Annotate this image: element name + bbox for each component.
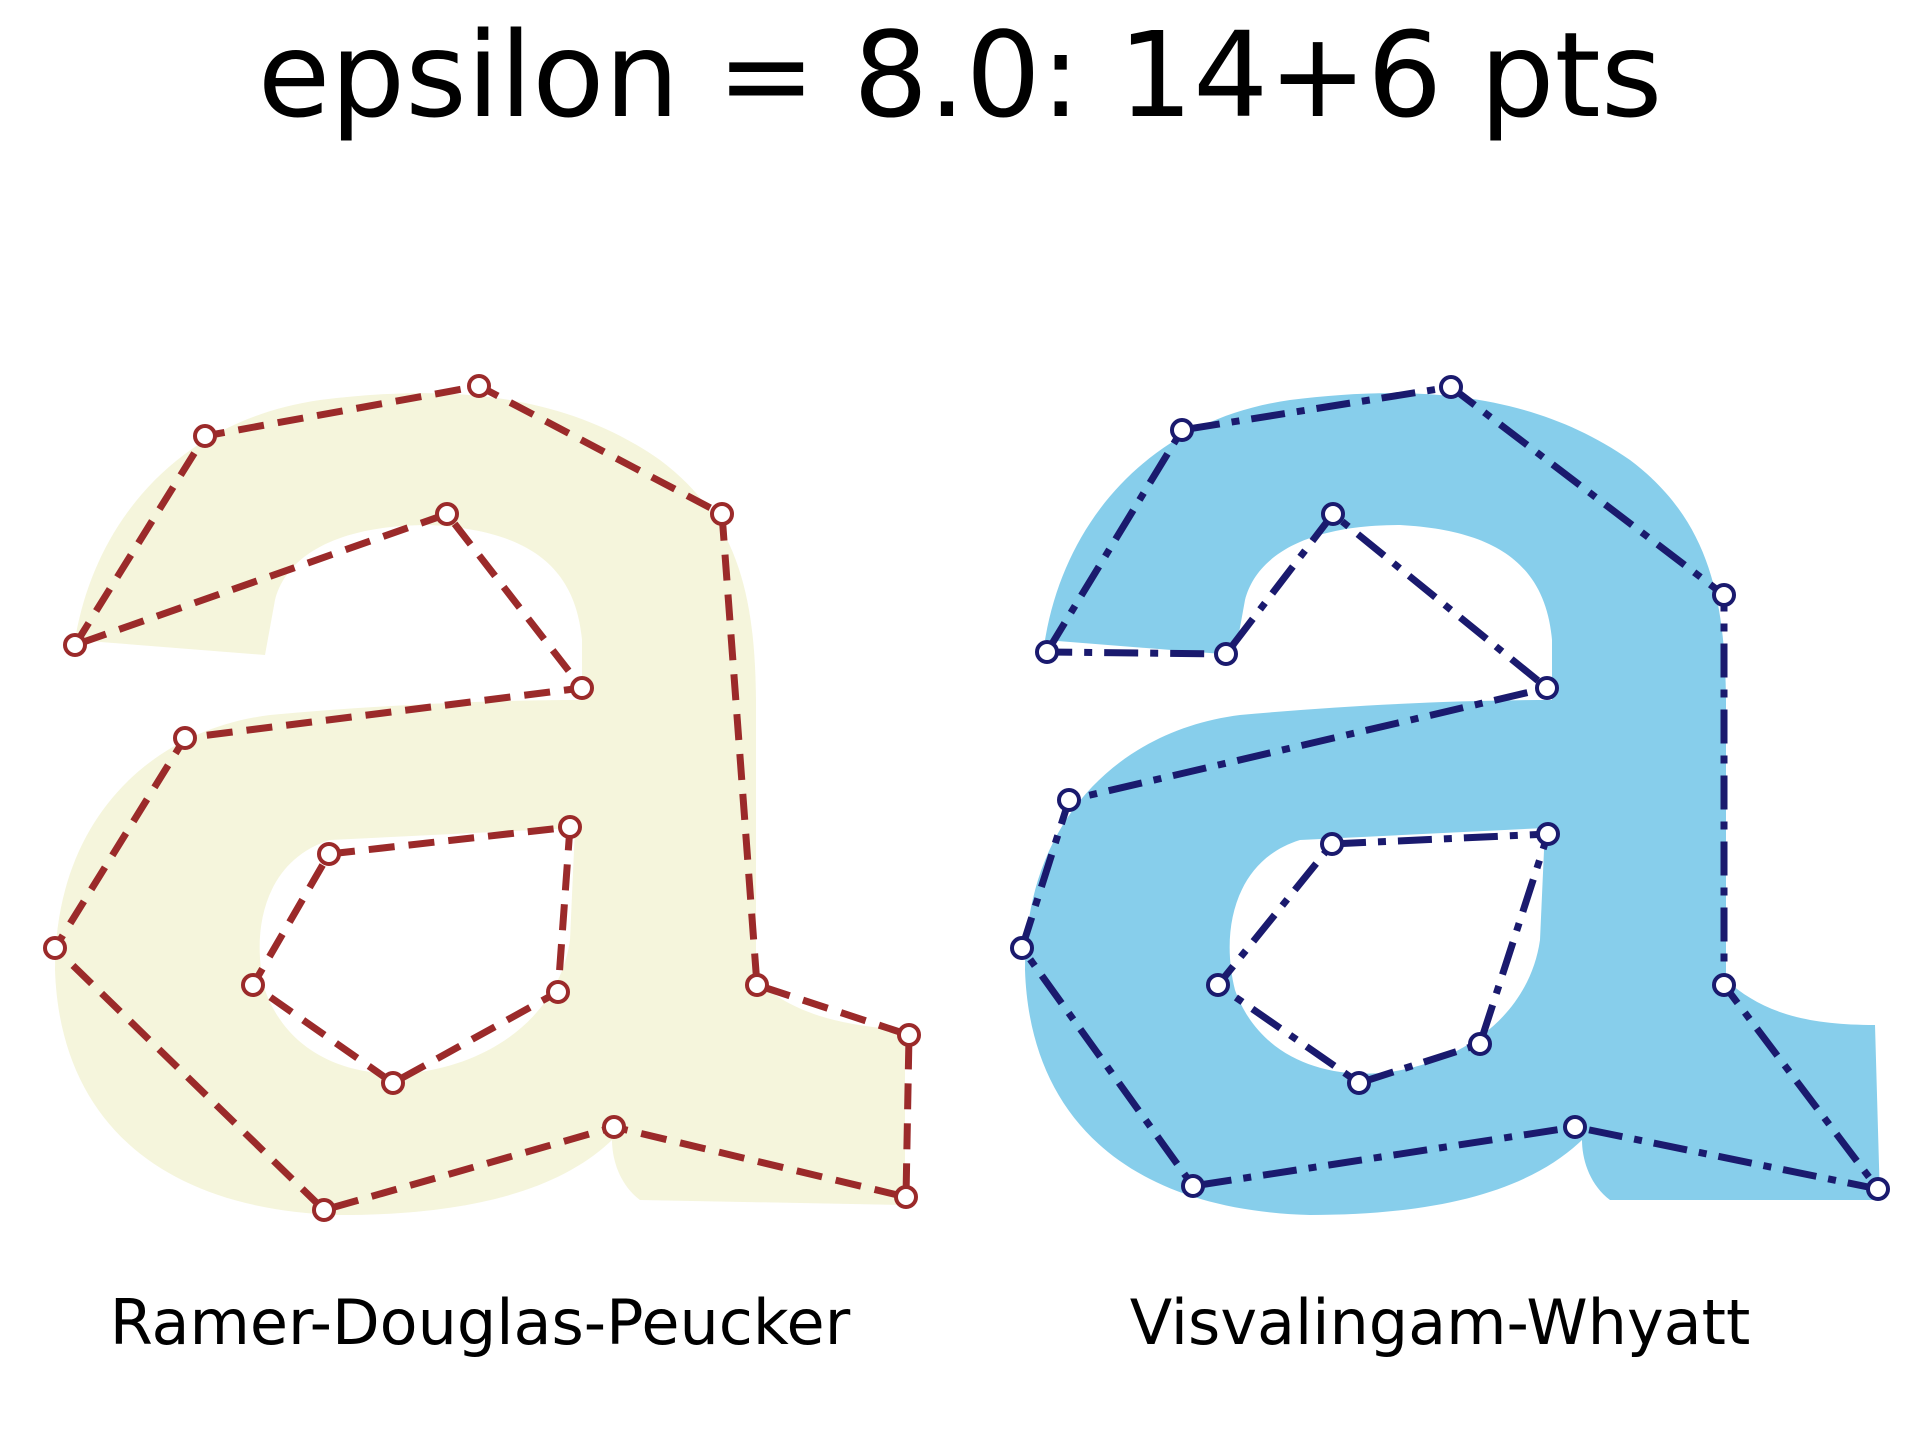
panel-label-rdp: Ramer-Douglas-Peucker — [109, 1286, 851, 1359]
simplified-inner-ring — [1214, 830, 1552, 1087]
vertex-marker — [1321, 502, 1345, 526]
vertex-marker — [1347, 1071, 1371, 1095]
vertex-marker — [467, 374, 491, 398]
simplified-inner-ring — [249, 823, 574, 1087]
glyph-a-left — [55, 393, 905, 1215]
vertex-marker — [1712, 583, 1736, 607]
simplified-outline-left — [43, 374, 921, 1222]
vertex-marker — [1320, 832, 1344, 856]
vertex-marker — [63, 633, 87, 657]
vertex-marker — [193, 424, 217, 448]
figure-title: epsilon = 8.0: 14+6 pts — [257, 6, 1663, 144]
vertex-marker — [1170, 418, 1194, 442]
vertex-marker — [381, 1071, 405, 1095]
glyph-shape-left — [55, 393, 905, 1215]
vertex-marker — [894, 1185, 918, 1209]
vertex-marker — [317, 842, 341, 866]
glyph-shape-right — [1025, 393, 1880, 1215]
vertex-marker — [1057, 788, 1081, 812]
vertex-marker — [710, 502, 734, 526]
simplified-outer-ring — [1018, 383, 1882, 1193]
vertex-marker — [1181, 1174, 1205, 1198]
vertex-marker — [558, 815, 582, 839]
vertex-marker — [1536, 822, 1560, 846]
vertex-marker — [1866, 1177, 1890, 1201]
vertex-marker — [1206, 973, 1230, 997]
vertex-marker — [1712, 973, 1736, 997]
vertex-marker — [1563, 1115, 1587, 1139]
simplified-outer-ring — [51, 382, 913, 1214]
vertex-marker — [570, 676, 594, 700]
vertex-marker — [1010, 936, 1034, 960]
glyph-a-right — [1025, 393, 1880, 1215]
vertex-marker — [1439, 375, 1463, 399]
panel-label-vw: Visvalingam-Whyatt — [1129, 1286, 1751, 1359]
vertex-marker — [43, 936, 67, 960]
vertex-marker — [1468, 1032, 1492, 1056]
vertex-marker — [435, 502, 459, 526]
vertex-marker — [745, 973, 769, 997]
vertex-marker — [312, 1198, 336, 1222]
simplified-outline-right — [1010, 375, 1890, 1201]
vertex-marker — [546, 980, 570, 1004]
vertex-marker — [1535, 676, 1559, 700]
vertex-marker — [241, 973, 265, 997]
vertex-marker — [1035, 640, 1059, 664]
vertex-marker — [173, 726, 197, 750]
vertex-marker — [602, 1115, 626, 1139]
vertex-marker — [897, 1023, 921, 1047]
vertex-marker — [1214, 642, 1238, 666]
